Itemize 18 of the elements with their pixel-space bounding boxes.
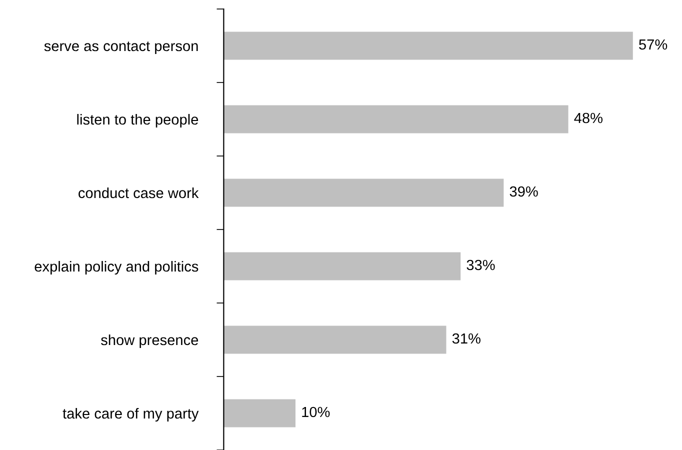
data-label: 31% — [452, 333, 480, 344]
y-tick-label: listen to the people — [77, 114, 198, 128]
y-tick-label: explain policy and politics — [34, 260, 198, 275]
bar — [224, 399, 296, 428]
data-label: 10% — [302, 406, 330, 418]
data-label: 39% — [510, 186, 538, 197]
data-label: 57% — [639, 39, 668, 50]
y-tick-label: serve as contact person — [44, 42, 198, 54]
y-tick-label: show presence — [101, 334, 198, 348]
bar — [224, 178, 504, 207]
bar — [224, 105, 568, 134]
bar — [224, 326, 446, 354]
y-tick-label: conduct case work — [78, 187, 199, 198]
bar — [224, 252, 461, 280]
bar — [224, 32, 633, 60]
data-label: 33% — [466, 260, 495, 270]
y-tick-label: take care of my party — [62, 408, 199, 422]
data-label: 48% — [574, 112, 603, 124]
